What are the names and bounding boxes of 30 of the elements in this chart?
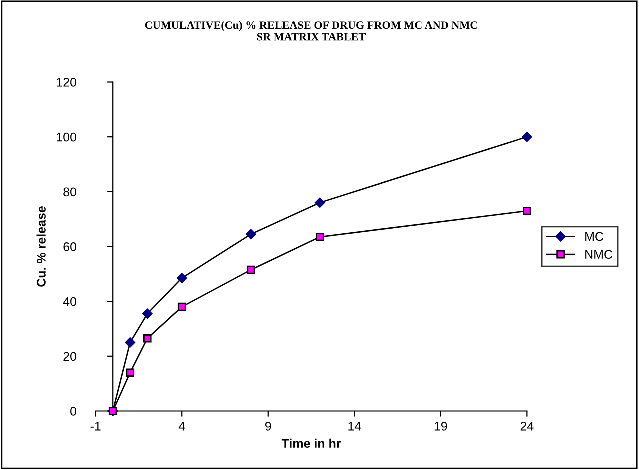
point <box>177 273 188 284</box>
y-tick-label: 60 <box>64 242 77 252</box>
point <box>315 198 326 208</box>
x-tick-label: 24 <box>520 422 534 431</box>
legend-label: NMC <box>586 250 613 260</box>
x-axis-title: Time in hr <box>282 438 342 448</box>
x-tick-label: 9 <box>265 422 272 431</box>
point <box>125 338 136 348</box>
point <box>126 368 135 378</box>
y-tick-label: 20 <box>64 352 77 362</box>
point <box>143 334 152 343</box>
y-tick-label: 80 <box>64 188 77 197</box>
point <box>246 266 256 274</box>
point <box>522 132 532 142</box>
y-axis-title: Cu. % release <box>36 206 46 287</box>
x-tick-label: -1 <box>90 422 101 431</box>
y-tick-label: 120 <box>57 78 77 87</box>
y-tick-label: 100 <box>57 132 77 142</box>
point <box>523 206 532 216</box>
y-tick-label: 40 <box>63 297 77 306</box>
point <box>316 232 324 242</box>
point <box>246 229 256 240</box>
legend-label: MC <box>586 232 604 242</box>
x-tick-label: 19 <box>434 422 448 431</box>
x-tick-label: 4 <box>178 422 186 431</box>
x-tick-label: 14 <box>348 422 362 431</box>
point <box>178 302 186 312</box>
y-tick-label: 0 <box>70 407 77 416</box>
point <box>142 308 153 320</box>
chart-title: CUMULATIVE(Cu) % RELEASE OF DRUG FROM MC AND NMC SR MATRIX TABLET <box>145 21 478 41</box>
